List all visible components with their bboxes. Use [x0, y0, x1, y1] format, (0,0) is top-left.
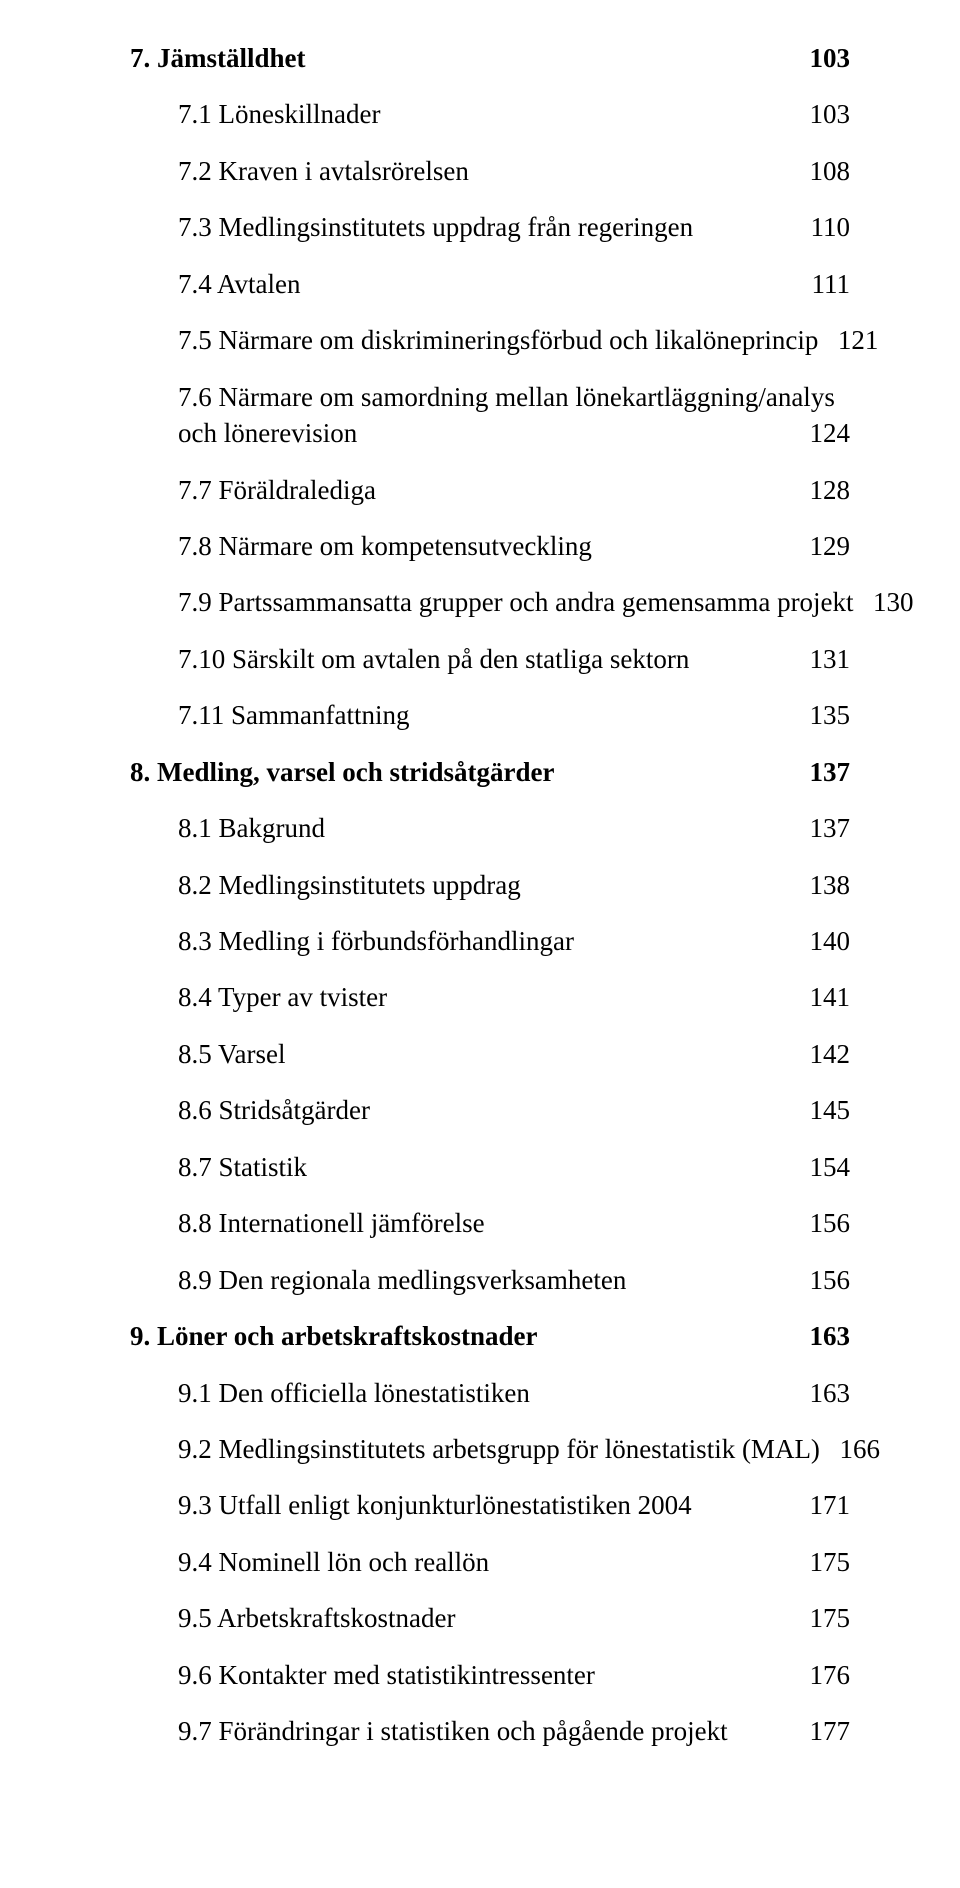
toc-label: 9.2 Medlingsinstitutets arbetsgrupp för …	[178, 1431, 820, 1467]
toc-entry: 9.7 Förändringar i statistiken och pågåe…	[178, 1713, 850, 1749]
toc-label: 7.6 Närmare om samordning mellan lönekar…	[178, 379, 850, 415]
toc-page-number: 138	[798, 867, 850, 903]
toc-label: 8.5 Varsel	[178, 1036, 286, 1072]
toc-label: 7.8 Närmare om kompetensutveckling	[178, 528, 592, 564]
toc-label: 7.5 Närmare om diskrimineringsförbud och…	[178, 322, 818, 358]
toc-page-number: 142	[798, 1036, 850, 1072]
toc-entry: 8.8 Internationell jämförelse 156	[178, 1205, 850, 1241]
toc-page-number: 163	[798, 1375, 850, 1411]
toc-entry: 8.7 Statistik 154	[178, 1149, 850, 1185]
toc-label: och lönerevision	[178, 415, 357, 451]
toc-entry: 8.3 Medling i förbundsförhandlingar 140	[178, 923, 850, 959]
toc-page-number: 156	[798, 1205, 850, 1241]
toc-label: 9.3 Utfall enligt konjunkturlönestatisti…	[178, 1487, 692, 1523]
toc-label: 8.7 Statistik	[178, 1149, 307, 1185]
toc-page-number: 131	[798, 641, 850, 677]
toc-entry: 8.2 Medlingsinstitutets uppdrag 138	[178, 867, 850, 903]
toc-label: 8. Medling, varsel och stridsåtgärder	[130, 754, 554, 790]
toc-entry: 7.10 Särskilt om avtalen på den statliga…	[178, 641, 850, 677]
toc-label: 9.7 Förändringar i statistiken och pågåe…	[178, 1713, 728, 1749]
toc-entry: 7.2 Kraven i avtalsrörelsen 108	[178, 153, 850, 189]
toc-entry: 9.5 Arbetskraftskostnader 175	[178, 1600, 850, 1636]
toc-page-number: 110	[798, 209, 850, 245]
toc-label: 8.3 Medling i förbundsförhandlingar	[178, 923, 574, 959]
toc-page-number: 108	[798, 153, 850, 189]
toc-page-number: 163	[798, 1318, 850, 1354]
toc-page-number: 141	[798, 979, 850, 1015]
toc-page: 7. Jämställdhet1037.1 Löneskillnader1037…	[0, 0, 960, 1888]
toc-page-number: 128	[798, 472, 850, 508]
toc-entry: 7.1 Löneskillnader 103	[178, 96, 850, 132]
toc-page-number: 111	[798, 266, 850, 302]
toc-entry: 7.5 Närmare om diskrimineringsförbud och…	[178, 322, 850, 358]
toc-entry: 9. Löner och arbetskraftskostnader 163	[130, 1318, 850, 1354]
toc-entry: 8.6 Stridsåtgärder 145	[178, 1092, 850, 1128]
toc-label: 8.2 Medlingsinstitutets uppdrag	[178, 867, 521, 903]
toc-page-number: 166	[828, 1431, 880, 1467]
toc-page-number: 177	[798, 1713, 850, 1749]
toc-entry: 8.9 Den regionala medlingsverksamheten 15…	[178, 1262, 850, 1298]
toc-label: 7.10 Särskilt om avtalen på den statliga…	[178, 641, 689, 677]
toc-page-number: 154	[798, 1149, 850, 1185]
toc-page-number: 145	[798, 1092, 850, 1128]
toc-entry: 8.1 Bakgrund 137	[178, 810, 850, 846]
toc-page-number: 103	[798, 96, 850, 132]
toc-label: 8.8 Internationell jämförelse	[178, 1205, 485, 1241]
toc-page-number: 156	[798, 1262, 850, 1298]
toc-label: 8.1 Bakgrund	[178, 810, 325, 846]
toc-label: 7.3 Medlingsinstitutets uppdrag från reg…	[178, 209, 693, 245]
toc-label: 7. Jämställdhet	[130, 40, 306, 76]
toc-label: 9.5 Arbetskraftskostnader	[178, 1600, 455, 1636]
toc-entry: 9.3 Utfall enligt konjunkturlönestatisti…	[178, 1487, 850, 1523]
toc-label: 8.9 Den regionala medlingsverksamheten	[178, 1262, 626, 1298]
toc-label: 7.9 Partssammansatta grupper och andra g…	[178, 584, 854, 620]
toc-label: 9. Löner och arbetskraftskostnader	[130, 1318, 538, 1354]
toc-page-number: 130	[862, 584, 914, 620]
toc-page-number: 175	[798, 1544, 850, 1580]
toc-entry: 9.2 Medlingsinstitutets arbetsgrupp för …	[178, 1431, 850, 1467]
toc-page-number: 103	[798, 40, 850, 76]
toc-page-number: 129	[798, 528, 850, 564]
toc-label: 7.4 Avtalen	[178, 266, 300, 302]
toc-entry: 7. Jämställdhet 103	[130, 40, 850, 76]
toc-page-number: 121	[826, 322, 878, 358]
toc-entry: 7.4 Avtalen 111	[178, 266, 850, 302]
toc-entry: 7.6 Närmare om samordning mellan lönekar…	[178, 379, 850, 452]
toc-entry: 7.8 Närmare om kompetensutveckling 129	[178, 528, 850, 564]
toc-page-number: 124	[798, 415, 850, 451]
toc-page-number: 171	[798, 1487, 850, 1523]
toc-entry: 7.9 Partssammansatta grupper och andra g…	[178, 584, 850, 620]
toc-page-number: 137	[798, 810, 850, 846]
toc-label: 7.7 Föräldralediga	[178, 472, 376, 508]
toc-label: 8.6 Stridsåtgärder	[178, 1092, 370, 1128]
toc-entry: 8.5 Varsel 142	[178, 1036, 850, 1072]
toc-entry: 9.4 Nominell lön och reallön 175	[178, 1544, 850, 1580]
toc-label: 7.1 Löneskillnader	[178, 96, 380, 132]
toc-entry: 8.4 Typer av tvister 141	[178, 979, 850, 1015]
toc-entry: 9.1 Den officiella lönestatistiken 163	[178, 1375, 850, 1411]
toc-label: 7.11 Sammanfattning	[178, 697, 409, 733]
toc-label: 7.2 Kraven i avtalsrörelsen	[178, 153, 469, 189]
toc-page-number: 137	[798, 754, 850, 790]
toc-label: 8.4 Typer av tvister	[178, 979, 387, 1015]
toc-label: 9.1 Den officiella lönestatistiken	[178, 1375, 530, 1411]
toc-entry: 8. Medling, varsel och stridsåtgärder 137	[130, 754, 850, 790]
toc-entry: 9.6 Kontakter med statistikintressenter 1…	[178, 1657, 850, 1693]
toc-label: 9.4 Nominell lön och reallön	[178, 1544, 489, 1580]
toc-page-number: 175	[798, 1600, 850, 1636]
toc-entry: 7.11 Sammanfattning 135	[178, 697, 850, 733]
toc-entry: 7.7 Föräldralediga 128	[178, 472, 850, 508]
toc-entry: 7.3 Medlingsinstitutets uppdrag från reg…	[178, 209, 850, 245]
toc-page-number: 176	[798, 1657, 850, 1693]
toc-page-number: 140	[798, 923, 850, 959]
toc-page-number: 135	[798, 697, 850, 733]
toc-label: 9.6 Kontakter med statistikintressenter	[178, 1657, 595, 1693]
